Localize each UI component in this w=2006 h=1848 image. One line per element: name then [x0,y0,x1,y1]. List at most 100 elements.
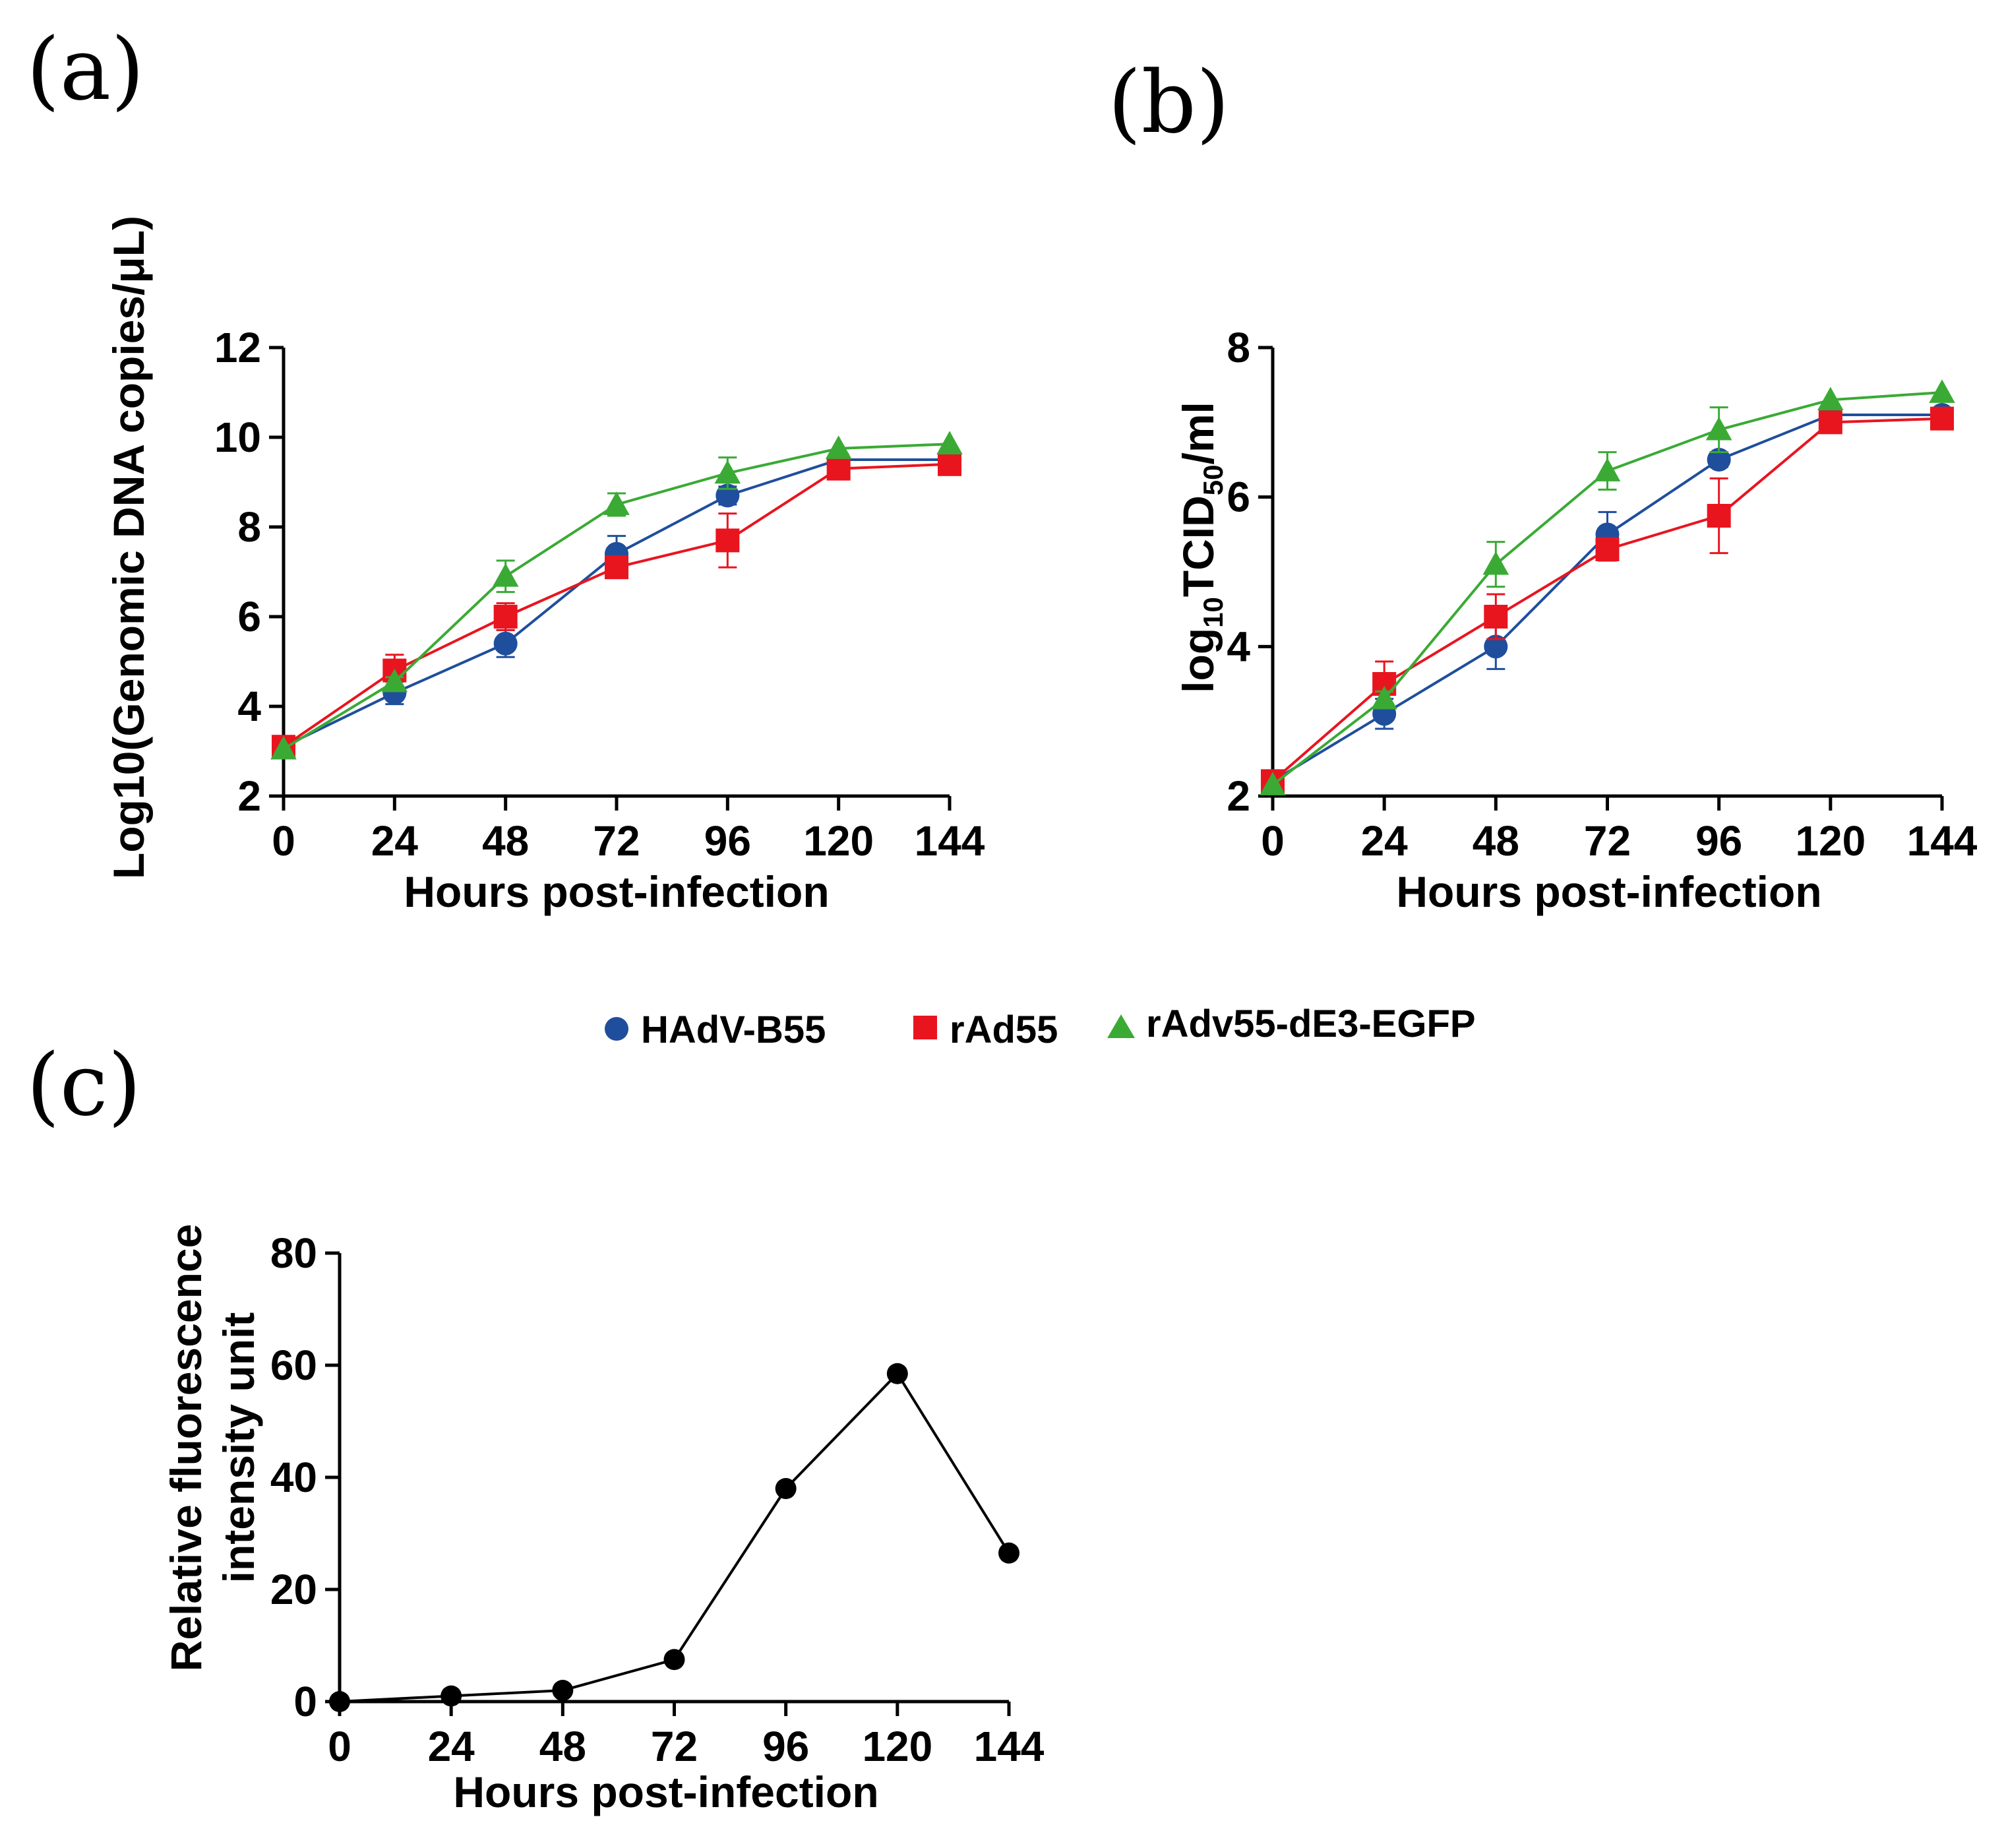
y-tick-label: 0 [293,1678,317,1725]
axes [338,1253,1009,1704]
data-point [1705,416,1732,441]
data-point [605,555,628,580]
y-tick-label: 2 [237,772,261,820]
x-tick-label: 0 [328,1723,351,1770]
x-tick-label: 48 [539,1723,586,1770]
data-point [775,1478,797,1499]
data-point [493,605,518,629]
y-tick-label: 60 [270,1341,317,1389]
y-tick-label: 6 [1227,474,1250,521]
data-point [938,452,961,476]
data-point [493,631,518,656]
series-line [282,443,950,751]
data-point [1484,634,1508,659]
legend-marker-hadv-b55 [605,1017,628,1041]
x-tick-label: 24 [1361,817,1409,865]
panel-label-c: (c) [26,1035,141,1135]
y-tick-label: 80 [270,1229,317,1277]
y-axis-title-b-sub2: 50 [1198,464,1229,495]
y-tick-label: 4 [237,683,261,730]
data-point [1707,504,1731,528]
x-tick-label: 96 [762,1723,809,1770]
y-tick-label: 12 [214,324,261,371]
legend-label-hadv-b55: HAdV-B55 [641,1008,826,1051]
x-tick-label: 0 [272,817,295,865]
y-axis-title-b: log10TCID50/ml [1174,402,1229,693]
data-point [441,1685,462,1707]
data-point [1594,458,1621,481]
x-tick-label: 120 [803,817,874,865]
data-point [1482,551,1509,575]
y-axis-title-b-mid: TCID [1174,495,1223,597]
x-axis-title-c: Hours post-infection [453,1768,878,1816]
y-axis-title-c-line2: intensity unit [214,1312,263,1584]
data-point [1930,406,1954,431]
x-tick-label: 24 [371,817,419,865]
data-point [1929,379,1955,403]
chart-c: 0 20 40 60 80 0 24 48 72 96 120 144 [270,1229,1045,1770]
series-radv55-de3-egfp [1260,379,1955,795]
y-axis-title-a: Log10(Genomic DNA copies/μL) [104,216,153,879]
data-point [603,491,630,515]
panel-label-b: (b) [1108,52,1230,152]
x-tick-label: 144 [974,1723,1045,1770]
data-point [715,528,740,553]
x-tick-label: 72 [651,1723,698,1770]
x-axis-title-a: Hours post-infection [404,867,829,916]
x-tick-label: 72 [1584,817,1631,865]
x-tick-label: 120 [1795,817,1866,865]
x-tick-label: 48 [482,817,529,865]
legend-marker-radv55-de3-egfp [1107,1014,1135,1038]
y-axis-title-b-main: log [1174,628,1223,693]
data-point [826,456,851,481]
y-axis-title-b-end: /ml [1174,402,1223,464]
data-point [270,735,297,760]
y-tick-label: 20 [270,1566,317,1613]
legend-label-radv55-de3-egfp: rAdv55-dE3-EGFP [1146,1002,1476,1045]
data-point [1371,685,1397,710]
data-point [1818,410,1842,435]
y-tick-label: 40 [270,1454,317,1501]
data-point [886,1363,908,1384]
data-point [492,563,519,587]
data-point [1595,538,1620,561]
data-point [998,1542,1019,1564]
y-axis-title-b-sub1: 10 [1198,597,1229,628]
y-tick-label: 8 [1227,324,1250,371]
x-tick-label: 120 [862,1723,932,1770]
data-point [714,460,741,484]
x-tick-label: 96 [1695,817,1742,865]
x-tick-label: 48 [1473,817,1519,865]
data-point [1484,605,1508,629]
y-tick-label: 2 [1227,772,1250,820]
x-tick-label: 72 [593,817,640,865]
x-tick-label: 144 [915,817,985,865]
panel-label-a: (a) [26,19,144,119]
x-tick-label: 96 [704,817,751,865]
legend-marker-rad55 [913,1016,937,1039]
data-point [552,1680,574,1701]
data-point [329,1691,350,1712]
data-point [1707,448,1731,472]
y-tick-label: 6 [237,593,261,640]
data-point [1817,386,1844,411]
y-axis-title-c-line1: Relative fluorescence [162,1224,210,1672]
y-tick-label: 10 [214,414,261,461]
data-point [936,431,963,455]
x-tick-label: 0 [1261,817,1285,865]
y-tick-label: 4 [1227,623,1250,670]
legend-label-rad55: rAd55 [950,1008,1058,1051]
data-point [825,435,852,459]
y-tick-label: 8 [237,503,261,551]
data-point [663,1649,685,1671]
series-radv55-de3-egfp-fluorescence [329,1363,1019,1712]
data-point [1260,772,1286,795]
x-axis-title-b: Hours post-infection [1396,867,1821,916]
series-radv55-de3-egfp [270,431,963,760]
x-tick-label: 144 [1907,817,1978,865]
x-tick-label: 24 [428,1723,475,1770]
data-point [381,668,408,693]
